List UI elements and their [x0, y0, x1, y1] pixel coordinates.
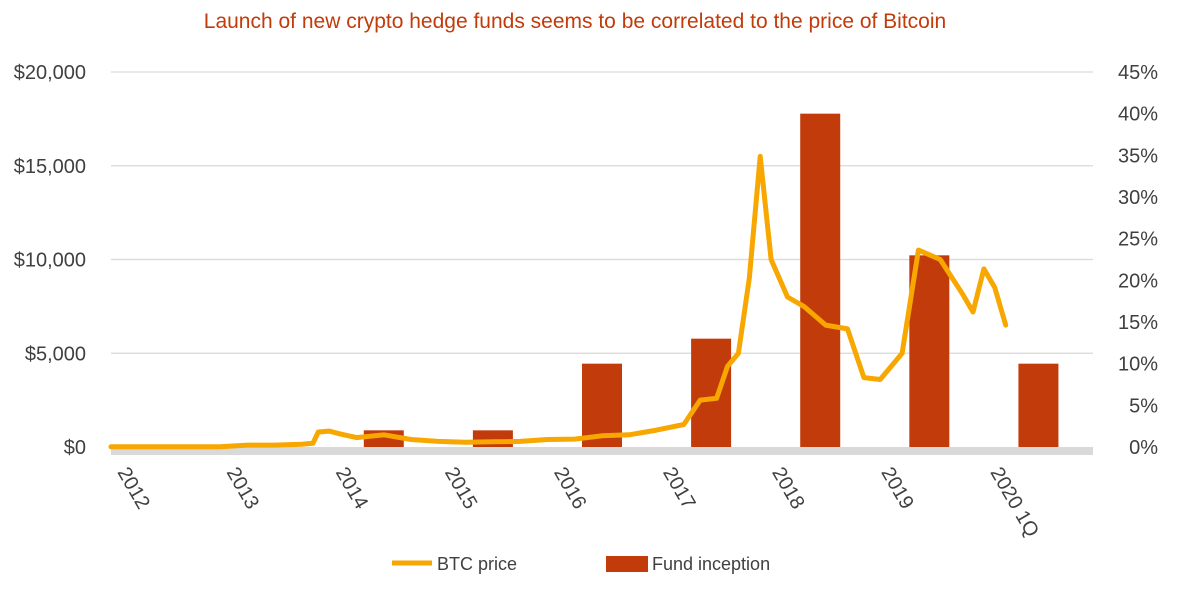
chart-title: Launch of new crypto hedge funds seems t… [204, 10, 946, 33]
x-tick-label: 2015 [440, 464, 481, 514]
legend-label-btc-price: BTC price [437, 554, 517, 574]
left-tick-label: $0 [64, 437, 86, 459]
left-tick-label: $5,000 [25, 343, 86, 365]
btc-price-line [108, 153, 1009, 450]
left-tick-label: $20,000 [14, 62, 86, 84]
right-tick-label: 20% [1118, 270, 1158, 292]
x-tick-label: 2018 [767, 464, 808, 514]
x-tick-label: 2017 [658, 464, 699, 514]
fund-inception-bar [691, 338, 732, 447]
legend-label-fund-inception: Fund inception [652, 554, 770, 574]
x-tick-label: 2012 [113, 464, 154, 514]
right-tick-label: 35% [1118, 145, 1158, 167]
right-tick-label: 0% [1129, 437, 1158, 459]
x-axis-band [111, 447, 1093, 455]
right-tick-label: 40% [1118, 104, 1158, 126]
x-tick-label: 2013 [222, 464, 263, 514]
fund-inception-bar [909, 255, 950, 447]
right-tick-label: 30% [1118, 187, 1158, 209]
right-tick-label: 5% [1129, 395, 1158, 417]
right-tick-label: 15% [1118, 312, 1158, 334]
x-tick-label: 2019 [876, 464, 917, 514]
left-tick-label: $15,000 [14, 156, 86, 178]
fund-inception-bar [800, 113, 841, 448]
right-tick-label: 10% [1118, 354, 1158, 376]
legend-bar-swatch [606, 556, 648, 572]
legend: BTC price Fund inception [392, 554, 770, 574]
x-tick-label: 2020 1Q [986, 464, 1043, 541]
right-tick-label: 45% [1118, 62, 1158, 84]
x-tick-label: 2016 [549, 464, 590, 514]
left-tick-label: $10,000 [14, 250, 86, 272]
right-tick-label: 25% [1118, 229, 1158, 251]
fund-inception-bar [1018, 363, 1059, 447]
x-tick-label: 2014 [331, 464, 372, 514]
